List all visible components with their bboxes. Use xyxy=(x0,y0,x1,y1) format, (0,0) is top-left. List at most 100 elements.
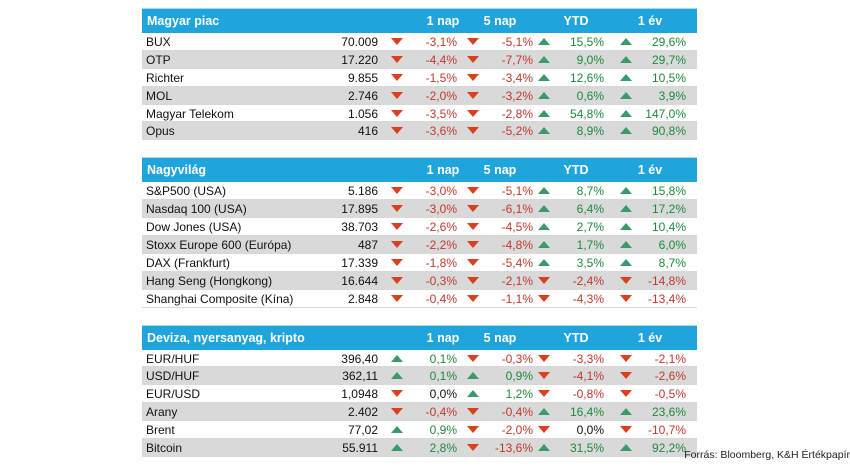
triangle-down-icon xyxy=(391,205,403,213)
triangle-up-icon xyxy=(391,354,403,362)
triangle-down-icon xyxy=(620,276,632,284)
table-row: S&P500 (USA) 5.186 -3,0% -5,1% 8,7% 15,8% xyxy=(142,182,697,201)
change-value: -2,6% xyxy=(425,220,457,235)
triangle-down-icon xyxy=(391,294,403,302)
instrument-value: 396,40 xyxy=(341,351,378,366)
change-value: -0,3% xyxy=(501,351,533,366)
change-value: -3,4% xyxy=(501,70,533,85)
change-value: 0,0% xyxy=(429,387,457,402)
instrument-name: Nasdaq 100 (USA) xyxy=(146,202,247,217)
triangle-up-icon xyxy=(620,55,632,63)
instrument-name: Bitcoin xyxy=(146,441,183,456)
triangle-down-icon xyxy=(391,223,403,231)
column-header: 1 nap xyxy=(426,163,460,178)
triangle-down-icon xyxy=(620,426,632,434)
change-value: 10,5% xyxy=(651,70,686,85)
change-value: 147,0% xyxy=(645,106,686,121)
column-header: 5 nap xyxy=(483,14,517,28)
change-value: 29,6% xyxy=(651,35,686,49)
triangle-up-icon xyxy=(538,91,550,99)
triangle-down-icon xyxy=(391,241,403,249)
table-row: Opus 416 -3,6% -5,2% 8,9% 90,8% xyxy=(142,122,697,141)
triangle-down-icon xyxy=(391,127,403,135)
table-row: Arany 2.402 -0,4% -0,4% 16,4% 23,6% xyxy=(142,403,697,422)
triangle-down-icon xyxy=(391,390,403,398)
change-value: 8,9% xyxy=(576,124,604,139)
change-value: -2,2% xyxy=(425,238,457,253)
change-value: 0,1% xyxy=(429,369,457,384)
triangle-down-icon xyxy=(467,38,479,45)
instrument-value: 9.855 xyxy=(347,70,378,85)
change-value: -4,5% xyxy=(501,220,533,235)
change-value: 17,2% xyxy=(651,202,686,217)
instrument-value: 38.703 xyxy=(341,220,378,235)
instrument-name: USD/HUF xyxy=(146,369,200,384)
table-row: DAX (Frankfurt) 17.339 -1,8% -5,4% 3,5% 8,7% xyxy=(142,254,697,272)
triangle-up-icon xyxy=(391,426,403,434)
triangle-up-icon xyxy=(620,73,632,81)
triangle-down-icon xyxy=(391,276,403,284)
change-value: 90,8% xyxy=(651,124,686,139)
section-0: Magyar piac 1 nap 5 nap YTD 1 év BUX 70.009 -3,… xyxy=(142,8,697,141)
triangle-down-icon xyxy=(538,426,550,434)
change-value: -0,5% xyxy=(654,387,686,402)
instrument-value: 16.644 xyxy=(341,273,378,288)
column-header: 1 év xyxy=(637,330,663,345)
change-value: -2,0% xyxy=(501,423,533,438)
change-value: -3,0% xyxy=(425,202,457,217)
instrument-name: Arany xyxy=(146,405,178,420)
instrument-value: 17.220 xyxy=(341,52,378,67)
triangle-up-icon xyxy=(538,73,550,81)
triangle-up-icon xyxy=(538,127,550,135)
triangle-up-icon xyxy=(538,55,550,63)
instrument-name: BUX xyxy=(146,35,171,49)
triangle-down-icon xyxy=(467,91,479,99)
instrument-name: DAX (Frankfurt) xyxy=(146,255,231,270)
change-value: -10,7% xyxy=(647,423,686,438)
instrument-value: 1,0948 xyxy=(341,387,378,402)
change-value: 0,1% xyxy=(429,351,457,366)
triangle-down-icon xyxy=(467,258,479,266)
triangle-up-icon xyxy=(538,408,550,416)
source-note: Forrás: Bloomberg, K&H Értékpapír xyxy=(684,449,850,461)
triangle-up-icon xyxy=(538,444,550,452)
triangle-down-icon xyxy=(467,444,479,452)
section-1: Nagyvilág 1 nap 5 nap YTD 1 év S&P500 (USA) 5.… xyxy=(142,157,697,308)
change-value: 12,6% xyxy=(569,70,604,85)
triangle-up-icon xyxy=(620,205,632,213)
change-value: -0,4% xyxy=(501,405,533,420)
change-value: 15,8% xyxy=(651,184,686,199)
triangle-up-icon xyxy=(538,38,550,45)
change-value: -3,6% xyxy=(425,124,457,139)
change-value: -5,4% xyxy=(501,255,533,270)
change-value: -0,4% xyxy=(425,291,457,306)
change-value: 3,5% xyxy=(576,255,604,270)
table-row: Richter 9.855 -1,5% -3,4% 12,6% 10,5% xyxy=(142,69,697,87)
triangle-up-icon xyxy=(538,258,550,266)
change-value: -2,6% xyxy=(654,369,686,384)
instrument-name: S&P500 (USA) xyxy=(146,184,227,199)
change-value: 15,5% xyxy=(569,35,604,49)
change-value: -5,2% xyxy=(501,124,533,139)
triangle-up-icon xyxy=(467,372,479,380)
instrument-value: 2.746 xyxy=(347,88,378,103)
change-value: 0,9% xyxy=(505,369,533,384)
table-row: Hang Seng (Hongkong) 16.644 -0,3% -2,1% -2,4… xyxy=(142,271,697,290)
instrument-name: Brent xyxy=(146,423,175,438)
change-value: 2,8% xyxy=(429,441,457,456)
change-value: -14,8% xyxy=(647,273,686,288)
change-value: 29,7% xyxy=(651,52,686,67)
instrument-value: 362,11 xyxy=(342,369,378,384)
instrument-name: EUR/USD xyxy=(146,387,201,402)
triangle-down-icon xyxy=(467,276,479,284)
instrument-name: MOL xyxy=(146,88,173,103)
triangle-up-icon xyxy=(620,258,632,266)
triangle-down-icon xyxy=(538,294,550,302)
column-header: 1 év xyxy=(637,14,663,28)
triangle-down-icon xyxy=(467,73,479,81)
triangle-up-icon xyxy=(538,187,550,195)
triangle-up-icon xyxy=(538,241,550,249)
change-value: -0,4% xyxy=(425,405,457,420)
change-value: -13,4% xyxy=(647,291,686,306)
change-value: 10,4% xyxy=(651,220,686,235)
